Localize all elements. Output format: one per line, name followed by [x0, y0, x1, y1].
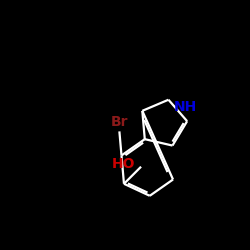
Text: Br: Br	[111, 114, 128, 128]
Text: NH: NH	[174, 100, 198, 114]
Text: HO: HO	[112, 157, 136, 171]
